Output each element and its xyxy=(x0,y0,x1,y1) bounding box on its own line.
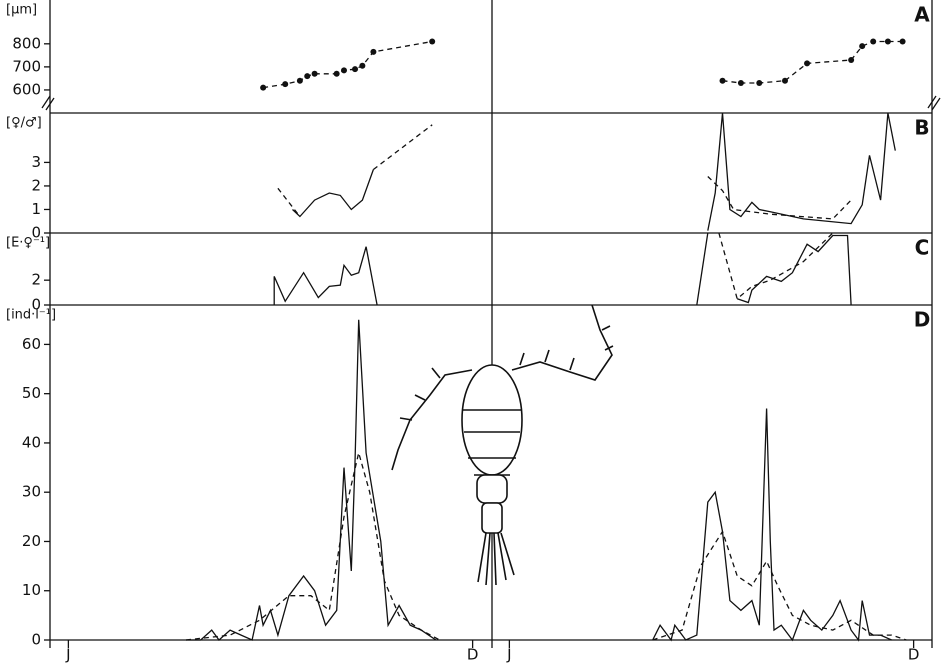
y-tick-label: 30 xyxy=(22,483,41,501)
y-tick-label: 40 xyxy=(22,433,41,451)
copepod-drawing xyxy=(391,304,614,586)
panel-letter: D xyxy=(914,308,931,332)
data-point xyxy=(870,38,877,45)
y-tick-label: 2 xyxy=(31,176,41,194)
data-point xyxy=(429,38,436,45)
series-line xyxy=(718,232,834,300)
panel-letter: B xyxy=(914,116,929,140)
data-point xyxy=(304,73,311,80)
data-point xyxy=(899,38,906,45)
axis-break xyxy=(41,95,941,111)
series-line xyxy=(292,112,896,231)
series-line xyxy=(277,124,852,220)
y-tick-label: 0 xyxy=(31,224,41,242)
y-tick-label: 1 xyxy=(31,200,41,218)
data-point xyxy=(370,48,377,55)
y-tick-label: 0 xyxy=(31,631,41,649)
y-tick-label: 50 xyxy=(22,384,41,402)
x-tick-label: D xyxy=(908,646,920,663)
y-tick-label: 20 xyxy=(22,532,41,550)
data-point xyxy=(333,70,340,77)
data-point xyxy=(296,77,303,84)
y-tick-label: 60 xyxy=(22,335,41,353)
data-point xyxy=(884,38,891,45)
x-tick-label: J xyxy=(506,646,511,663)
y-tick-label: 2 xyxy=(31,271,41,289)
y-axis-label: [μm] xyxy=(6,3,37,18)
panel-letter: A xyxy=(914,3,930,27)
y-tick-label: 10 xyxy=(22,581,41,599)
data-point xyxy=(260,84,267,91)
data-point xyxy=(737,80,744,87)
panel-letter: C xyxy=(915,236,930,260)
y-tick-label: 600 xyxy=(12,80,41,98)
data-point xyxy=(311,70,318,77)
data-point xyxy=(359,62,366,69)
y-axis-label: [ind·l⁻¹] xyxy=(6,308,56,323)
y-tick-label: 0 xyxy=(31,296,41,314)
x-tick-label: D xyxy=(467,646,479,663)
y-tick-label: 700 xyxy=(12,57,41,75)
data-point xyxy=(782,77,788,84)
data-point xyxy=(341,67,347,74)
data-point xyxy=(848,56,855,63)
data-point xyxy=(352,66,359,73)
y-axis-label: [E·♀⁻¹] xyxy=(6,236,50,251)
data-point xyxy=(804,60,811,67)
y-tick-label: 800 xyxy=(12,34,41,52)
series-line xyxy=(186,319,892,642)
series-line xyxy=(273,232,852,306)
data-point xyxy=(756,80,763,87)
frame xyxy=(41,0,941,648)
data-point xyxy=(719,77,726,84)
x-tick-label: J xyxy=(65,646,70,663)
series-line xyxy=(185,452,907,641)
y-axis-label: [♀/♂] xyxy=(6,116,42,131)
y-tick-label: 3 xyxy=(31,153,41,171)
data-point xyxy=(282,81,289,88)
data-point xyxy=(859,43,866,50)
